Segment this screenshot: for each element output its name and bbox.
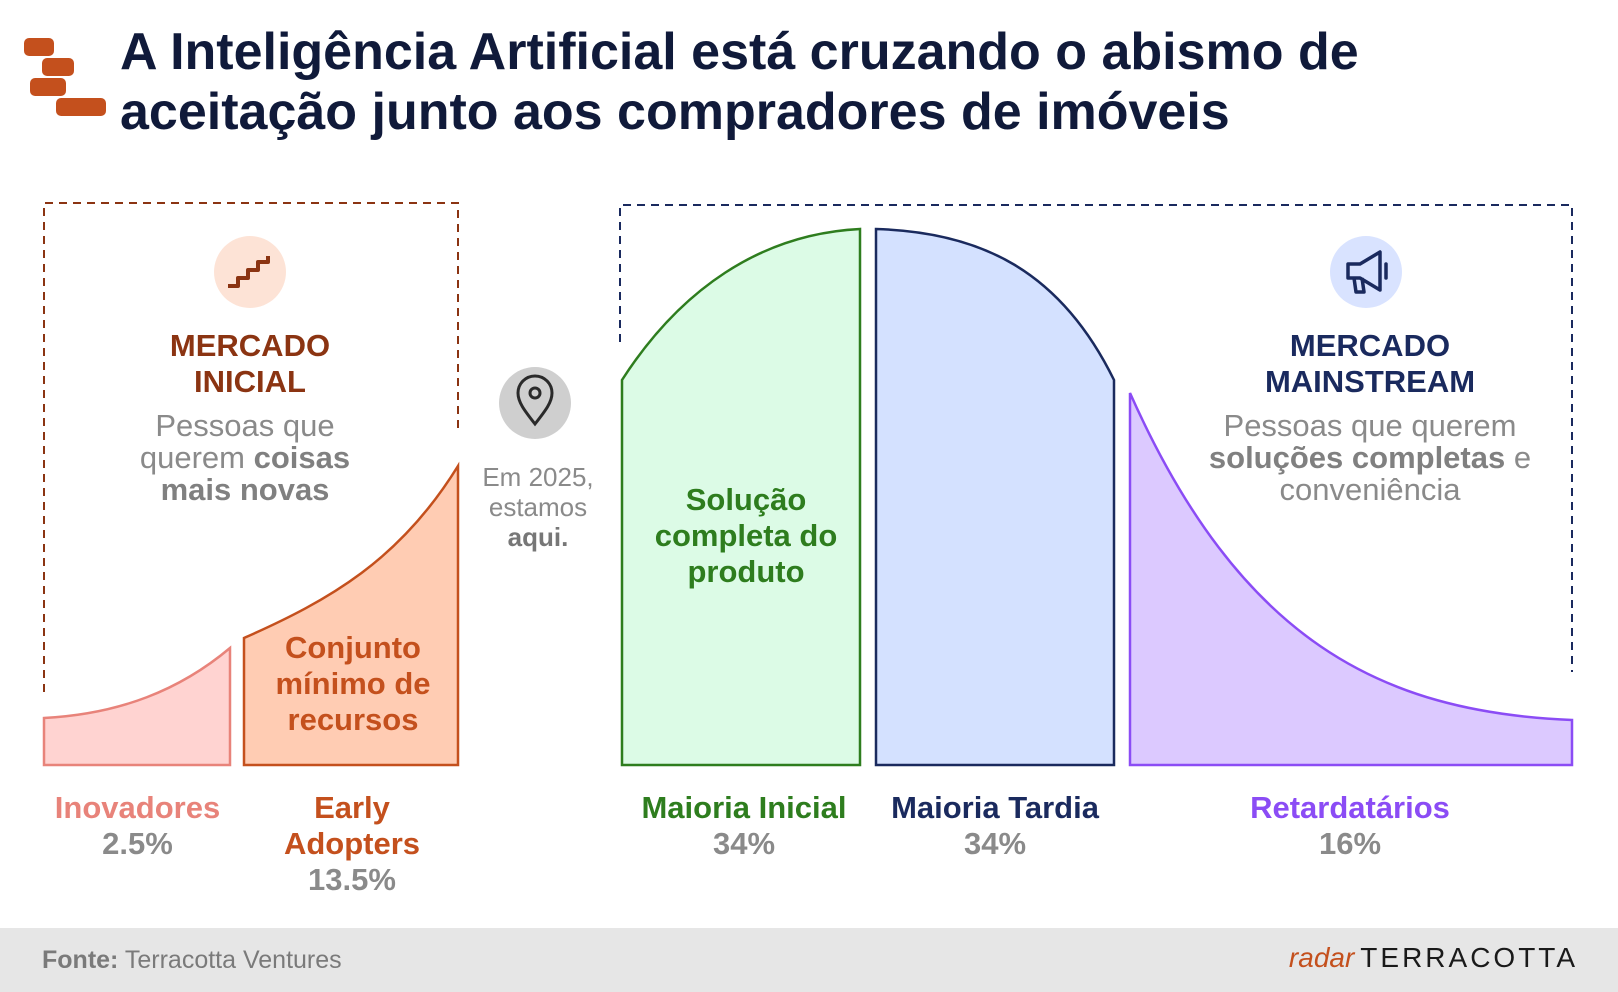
mercado-mainstream-description: Pessoas que querem soluções completas e …	[1208, 408, 1532, 507]
location-pin-icon	[499, 367, 571, 439]
stairs-icon	[214, 236, 286, 308]
mercado-inicial-heading: MERCADO INICIAL	[169, 328, 331, 399]
megaphone-icon	[1330, 236, 1402, 308]
terracotta-logo-icon	[24, 38, 106, 116]
segment-retardatarios	[1128, 392, 1574, 767]
segment-label-inovadores: Inovadores 2.5%	[54, 790, 221, 861]
segment-inovadores	[42, 645, 232, 767]
band-label-maioria-inicial: Solução completa do produto	[654, 482, 838, 589]
segment-label-early-adopters: Early Adopters 13.5%	[283, 790, 421, 897]
source-credit: Fonte: Terracotta Ventures	[42, 946, 342, 974]
mercado-inicial-description: Pessoas que querem coisas mais novas	[139, 408, 351, 507]
mercado-inicial-border	[43, 202, 459, 692]
segment-label-maioria-inicial: Maioria Inicial 34%	[641, 790, 847, 861]
mercado-mainstream-border	[619, 204, 1573, 672]
footer: Fonte: Terracotta Ventures radar TERRACOT…	[0, 928, 1618, 992]
brand-logo: radar TERRACOTTA	[1288, 942, 1578, 973]
segment-label-maioria-tardia: Maioria Tardia 34%	[891, 790, 1099, 861]
segment-early-adopters	[242, 461, 460, 767]
segment-maioria-inicial	[620, 227, 862, 767]
segment-maioria-tardia	[874, 227, 1116, 767]
current-position-label: Em 2025, estamos aqui.	[482, 462, 594, 552]
segment-label-retardatarios: Retardatários 16%	[1250, 790, 1450, 861]
page-title: A Inteligência Artificial está cruzando …	[120, 23, 1359, 141]
band-label-early-adopters: Conjunto mínimo de recursos	[275, 630, 431, 737]
mercado-mainstream-heading: MERCADO MAINSTREAM	[1264, 328, 1476, 399]
